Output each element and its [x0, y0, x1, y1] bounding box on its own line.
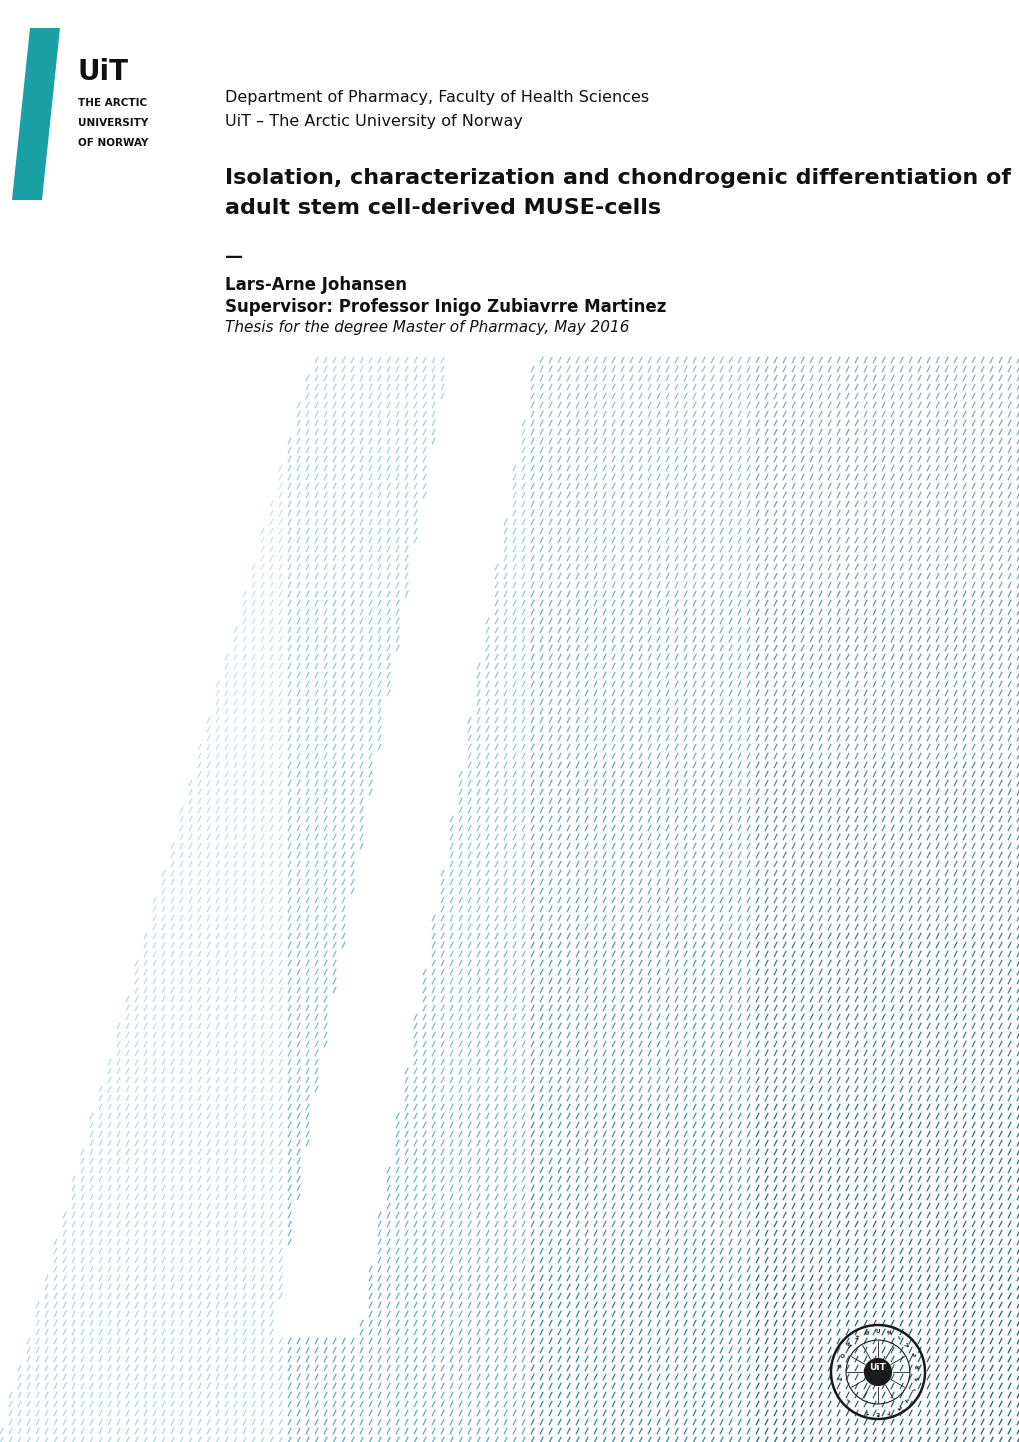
Text: V: V	[905, 1343, 911, 1348]
Text: N: N	[886, 1330, 892, 1337]
Text: R: R	[835, 1364, 840, 1368]
Text: U: U	[875, 1330, 879, 1334]
Text: Supervisor: Professor Inigo Zubiavrre Martinez: Supervisor: Professor Inigo Zubiavrre Ma…	[225, 298, 665, 316]
Text: T: T	[863, 1407, 868, 1415]
Text: Isolation, characterization and chondrogenic differentiation of: Isolation, characterization and chondrog…	[225, 169, 1010, 187]
Text: O: O	[837, 1353, 844, 1358]
Text: R: R	[915, 1364, 920, 1368]
Text: T: T	[905, 1396, 911, 1402]
Text: OF NORWAY: OF NORWAY	[77, 138, 148, 149]
Text: Thesis for the degree Master of Pharmacy, May 2016: Thesis for the degree Master of Pharmacy…	[225, 320, 629, 335]
Text: Department of Pharmacy, Faculty of Health Sciences: Department of Pharmacy, Faculty of Healt…	[225, 89, 648, 105]
Polygon shape	[12, 27, 60, 200]
Text: adult stem cell-derived MUSE-cells: adult stem cell-derived MUSE-cells	[225, 198, 660, 218]
Text: UiT – The Arctic University of Norway: UiT – The Arctic University of Norway	[225, 114, 523, 128]
Text: UiT: UiT	[869, 1363, 886, 1371]
Text: UNIVERSITY: UNIVERSITY	[77, 118, 148, 128]
Text: S: S	[852, 1335, 858, 1341]
Text: M: M	[843, 1341, 850, 1350]
Text: I: I	[911, 1387, 917, 1392]
Text: E: E	[911, 1353, 917, 1358]
Text: UiT: UiT	[77, 58, 128, 87]
Circle shape	[863, 1358, 892, 1386]
Text: S: S	[915, 1376, 920, 1380]
Text: —: —	[225, 248, 243, 265]
Text: E: E	[875, 1410, 879, 1415]
Text: E: E	[896, 1403, 902, 1409]
Text: T: T	[835, 1376, 840, 1380]
Text: Ø: Ø	[863, 1330, 868, 1337]
Text: THE ARCTIC: THE ARCTIC	[77, 98, 147, 108]
Text: Lars-Arne Johansen: Lars-Arne Johansen	[225, 275, 407, 294]
Text: I: I	[844, 1396, 849, 1402]
Text: I: I	[897, 1335, 901, 1341]
Text: T: T	[887, 1407, 891, 1415]
